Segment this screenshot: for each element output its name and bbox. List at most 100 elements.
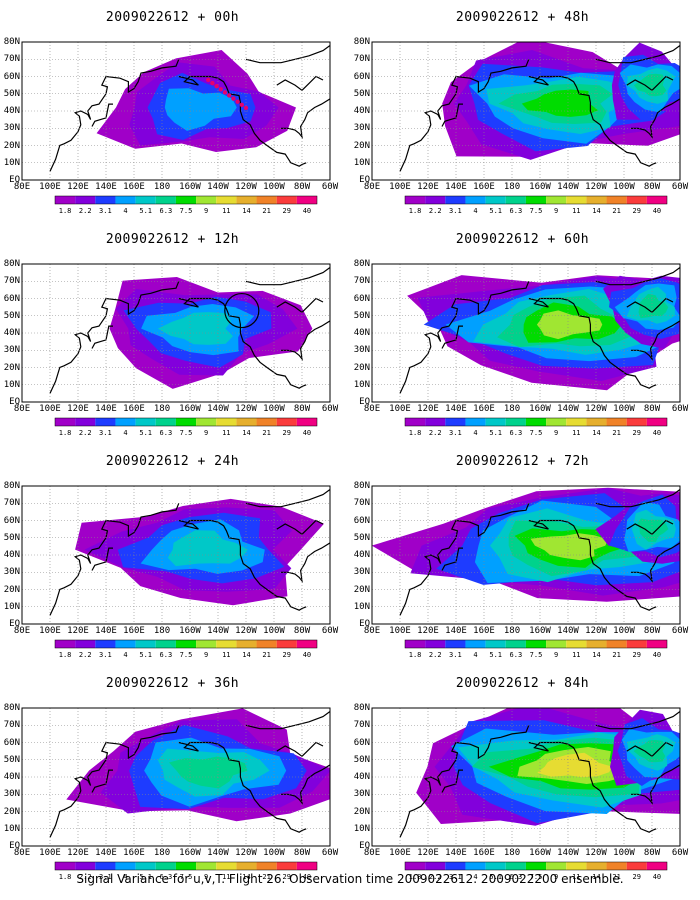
- lat-tick-label: 30N: [3, 345, 20, 356]
- colorbar-label: 9: [554, 207, 559, 215]
- colorbar-label: 21: [612, 873, 621, 881]
- lon-tick-label: 180: [153, 404, 171, 414]
- colorbar-label: 6.3: [159, 207, 173, 215]
- colorbar-label: 4: [473, 429, 478, 437]
- lon-tick-label: 100E: [389, 626, 411, 636]
- lat-tick-label: EQ: [359, 397, 370, 407]
- lon-tick-label: 80E: [13, 182, 31, 192]
- colorbar-label: 29: [632, 429, 641, 437]
- lon-tick-label: 80W: [293, 182, 311, 192]
- lat-tick-label: 80N: [3, 481, 20, 491]
- lon-tick-label: 180: [503, 848, 521, 858]
- colorbar-label: 6.3: [509, 873, 523, 881]
- lon-tick-label: 120E: [417, 404, 439, 414]
- lat-tick-label: 30N: [353, 345, 370, 356]
- lon-tick-label: 160E: [123, 626, 145, 636]
- lat-tick-label: EQ: [9, 841, 20, 851]
- colorbar-label: 11: [222, 207, 231, 215]
- colorbar-label: 7.5: [179, 429, 193, 437]
- map-panel-60h: 2009022612 + 60h 80N 70N 60N 50N 40N 30N 20N 10N…: [350, 222, 695, 444]
- lat-tick-label: 20N: [353, 806, 370, 817]
- lon-tick-label: 100W: [263, 848, 285, 858]
- panel-title: 2009022612 + 84h: [455, 676, 590, 691]
- map-panel-12h: 2009022612 + 12h 80N 70N 60N 50N 40N 30N 20N 10N…: [0, 222, 345, 444]
- lat-tick-label: 50N: [353, 88, 370, 99]
- lon-tick-label: 120W: [235, 848, 257, 858]
- colorbar-label: 40: [302, 207, 312, 215]
- colorbar-swatch: [405, 862, 426, 870]
- colorbar-label: 6.3: [509, 651, 523, 659]
- colorbar-label: 1.8: [408, 207, 422, 215]
- colorbar-swatch: [236, 640, 257, 648]
- colorbar-label: 11: [572, 873, 581, 881]
- colorbar-swatch: [505, 640, 526, 648]
- colorbar-label: 7.5: [179, 873, 193, 881]
- lat-tick-label: 50N: [353, 532, 370, 543]
- colorbar-swatch: [296, 862, 317, 870]
- colorbar-label: 11: [222, 429, 231, 437]
- colorbar-swatch: [115, 640, 136, 648]
- colorbar-label: 7.5: [529, 429, 543, 437]
- colorbar-label: 11: [572, 429, 581, 437]
- colorbar-label: 5.1: [139, 429, 153, 437]
- colorbar-swatch: [425, 196, 446, 204]
- colorbar-swatch: [216, 196, 237, 204]
- colorbar-label: 21: [612, 651, 621, 659]
- colorbar-swatch: [115, 862, 136, 870]
- lat-tick-label: 20N: [353, 362, 370, 373]
- lon-tick-label: 160E: [473, 182, 495, 192]
- lon-tick-label: 60W: [671, 626, 689, 636]
- lon-tick-label: 140W: [207, 848, 229, 858]
- colorbar-swatch: [135, 640, 156, 648]
- lat-tick-label: 60N: [3, 293, 20, 304]
- colorbar-swatch: [256, 418, 277, 426]
- lon-tick-label: 180: [503, 182, 521, 192]
- lon-tick-label: 80W: [643, 182, 661, 192]
- lat-tick-label: 50N: [353, 310, 370, 321]
- lon-tick-label: 140W: [207, 182, 229, 192]
- colorbar-label: 11: [222, 651, 231, 659]
- map-panel-36h: 2009022612 + 36h 80N 70N 60N 50N 40N 30N 20N 10N…: [0, 666, 345, 888]
- lat-tick-label: 60N: [3, 737, 20, 748]
- colorbar-swatch: [55, 196, 76, 204]
- lon-tick-label: 100W: [613, 848, 635, 858]
- colorbar-swatch: [505, 418, 526, 426]
- lon-tick-label: 120E: [417, 848, 439, 858]
- lon-tick-label: 100E: [39, 848, 61, 858]
- colorbar-swatch: [546, 640, 567, 648]
- lon-tick-label: 120E: [67, 404, 89, 414]
- colorbar-label: 40: [652, 207, 662, 215]
- colorbar-swatch: [485, 196, 506, 204]
- colorbar-label: 11: [572, 651, 581, 659]
- colorbar-swatch: [405, 418, 426, 426]
- contour-map: [21, 263, 331, 427]
- colorbar-swatch: [586, 418, 607, 426]
- colorbar-label: 6.3: [159, 651, 173, 659]
- lat-tick-label: 20N: [3, 806, 20, 817]
- colorbar-swatch: [546, 196, 567, 204]
- contour-map: [371, 41, 681, 205]
- lon-tick-label: 140E: [95, 848, 117, 858]
- lat-tick-label: 60N: [353, 71, 370, 82]
- colorbar-label: 2.2: [428, 651, 442, 659]
- lon-tick-label: 100E: [389, 848, 411, 858]
- lon-tick-label: 120E: [417, 626, 439, 636]
- colorbar-swatch: [75, 418, 96, 426]
- colorbar-label: 5.1: [489, 429, 503, 437]
- colorbar-swatch: [586, 640, 607, 648]
- colorbar-swatch: [75, 640, 96, 648]
- lon-tick-label: 60W: [321, 182, 339, 192]
- lat-tick-label: 40N: [3, 106, 20, 116]
- contour-map: [371, 485, 681, 649]
- lat-tick-label: 40N: [353, 772, 370, 782]
- colorbar-label: 2.2: [428, 429, 442, 437]
- colorbar-swatch: [95, 418, 116, 426]
- lat-tick-label: 20N: [353, 140, 370, 151]
- colorbar-swatch: [135, 862, 156, 870]
- contour-map: [21, 41, 331, 205]
- colorbar-label: 9: [204, 873, 209, 881]
- colorbar-swatch: [465, 196, 486, 204]
- lat-tick-label: 70N: [353, 276, 370, 287]
- colorbar-label: 3.1: [449, 207, 462, 215]
- lon-tick-label: 100E: [39, 626, 61, 636]
